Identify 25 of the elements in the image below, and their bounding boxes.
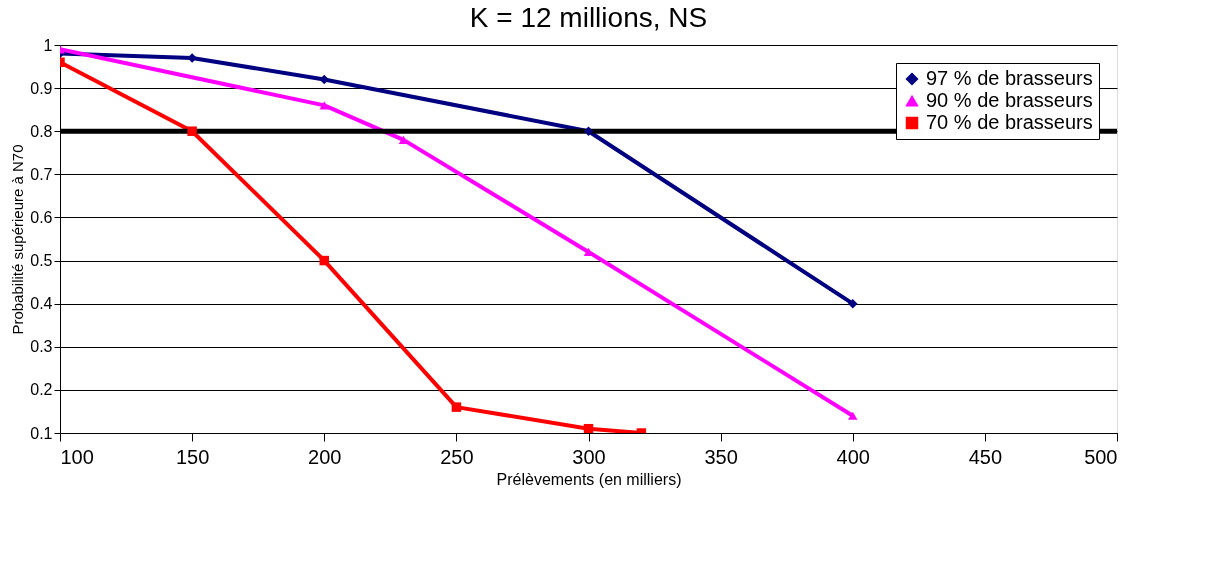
y-axis-title: Probabilité supérieure à N70 (9, 144, 27, 335)
x-tick-label: 300 (572, 445, 606, 468)
x-axis-title: Prélèvements (en milliers) (496, 470, 682, 488)
y-tick-label: 0.2 (30, 381, 53, 399)
x-tick-label: 400 (836, 445, 870, 468)
y-tick-label: 0.8 (30, 122, 53, 140)
chart-title: K = 12 millions, NS (469, 2, 708, 33)
y-tick-label: 0.5 (30, 252, 53, 270)
legend-label: 90 % de brasseurs (926, 89, 1093, 111)
x-tick-label: 100 (60, 445, 94, 468)
y-tick-label: 0.4 (30, 295, 53, 313)
x-tick-label: 500 (1084, 445, 1118, 468)
y-tick-label: 0.9 (30, 79, 53, 97)
legend-label: 97 % de brasseurs (926, 67, 1093, 89)
legend-label: 70 % de brasseurs (926, 111, 1093, 133)
y-tick-label: 0.3 (30, 338, 53, 356)
x-tick-label: 200 (308, 445, 342, 468)
y-tick-label: 0.6 (30, 208, 53, 226)
y-tick-label: 0.7 (30, 165, 53, 183)
x-tick-label: 150 (175, 445, 210, 468)
x-tick-label: 350 (704, 445, 738, 468)
x-tick-label: 250 (440, 445, 474, 468)
y-tick-label: 1 (43, 36, 53, 54)
y-tick-label: 0.1 (30, 424, 53, 442)
x-tick-label: 450 (968, 445, 1003, 468)
